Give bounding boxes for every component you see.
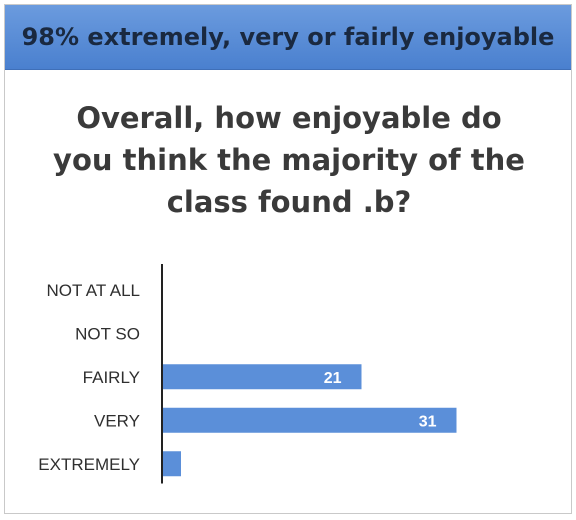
category-label: EXTREMELY (38, 455, 140, 474)
bar (162, 451, 181, 477)
category-label: FAIRLY (83, 368, 140, 387)
summary-banner: 98% extremely, very or fairly enjoyable (5, 5, 571, 70)
chart-title: Overall, how enjoyable do you think the … (53, 101, 525, 219)
chart-card: 98% extremely, very or fairly enjoyable … (4, 4, 572, 514)
data-label: 31 (419, 413, 437, 430)
data-label: 21 (324, 370, 342, 387)
bar (162, 364, 362, 390)
category-label: NOT SO (75, 324, 140, 343)
bar (162, 407, 457, 433)
category-label: VERY (94, 411, 140, 430)
category-label: NOT AT ALL (46, 281, 140, 300)
summary-banner-text: 98% extremely, very or fairly enjoyable (21, 23, 555, 51)
